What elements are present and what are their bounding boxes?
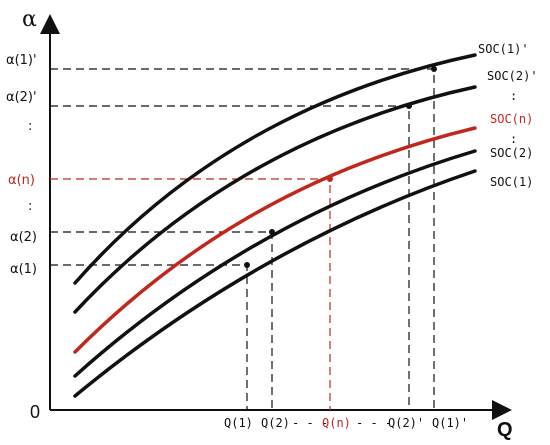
curve-labels: SOC(1)' SOC(2)' : SOC(n) : SOC(2) SOC(1) bbox=[478, 42, 538, 189]
point-q1p bbox=[431, 66, 437, 72]
y-tick-an: α(n) bbox=[8, 173, 35, 188]
curve-label-soc2p: SOC(2)' bbox=[487, 69, 538, 83]
y-tick-vdots-lower: : bbox=[28, 199, 32, 214]
x-tick-q1: Q(1) bbox=[224, 416, 253, 430]
curve-socn bbox=[73, 126, 477, 354]
guide-lines bbox=[50, 68, 435, 410]
y-tick-a2: α(2) bbox=[10, 230, 37, 245]
point-q2p bbox=[406, 103, 412, 109]
x-tick-q2p: Q(2)' bbox=[388, 416, 424, 430]
curve-soc1p bbox=[73, 53, 477, 285]
curve-label-socn: SOC(n) bbox=[490, 112, 533, 126]
curve-label-vdots: : bbox=[510, 89, 517, 103]
y-tick-a1p: α(1)' bbox=[6, 53, 37, 68]
curve-label-soc1p: SOC(1)' bbox=[478, 42, 529, 56]
curve-label-soc2: SOC(2) bbox=[490, 146, 533, 160]
curves bbox=[73, 53, 477, 398]
point-q1 bbox=[244, 262, 250, 268]
point-qn bbox=[327, 176, 333, 182]
guide-alpha1p-q1p bbox=[50, 68, 435, 410]
origin-label: 0 bbox=[30, 402, 40, 422]
x-tick-labels: Q(1) Q(2) - - - Q(n) - - - Q(2)' Q(1)' bbox=[224, 416, 468, 430]
y-axis-title: α bbox=[22, 7, 37, 32]
y-tick-vdots-upper: : bbox=[28, 119, 32, 134]
x-axis-title: Q bbox=[497, 419, 513, 441]
x-tick-q1p: Q(1)' bbox=[432, 416, 468, 430]
curve-soc2p bbox=[73, 85, 477, 314]
curve-soc2 bbox=[73, 149, 477, 378]
point-q2 bbox=[269, 229, 275, 235]
y-tick-labels: α(1)' α(2)' : α(n) : α(2) α(1) bbox=[6, 53, 37, 277]
curve-label-vdots-2: : bbox=[510, 132, 517, 146]
curve-label-soc1: SOC(1) bbox=[490, 175, 533, 189]
x-tick-qn: Q(n) bbox=[322, 416, 351, 430]
guide-alpha2-q2 bbox=[50, 231, 273, 410]
x-tick-q2: Q(2) bbox=[261, 416, 290, 430]
x-tick-dots-1: - - - bbox=[292, 416, 328, 430]
y-tick-a1: α(1) bbox=[10, 262, 37, 277]
x-tick-dots-2: - - - bbox=[356, 416, 392, 430]
y-tick-a2p: α(2)' bbox=[6, 90, 37, 105]
curve-soc1 bbox=[73, 169, 477, 398]
intersection-points bbox=[244, 66, 437, 268]
